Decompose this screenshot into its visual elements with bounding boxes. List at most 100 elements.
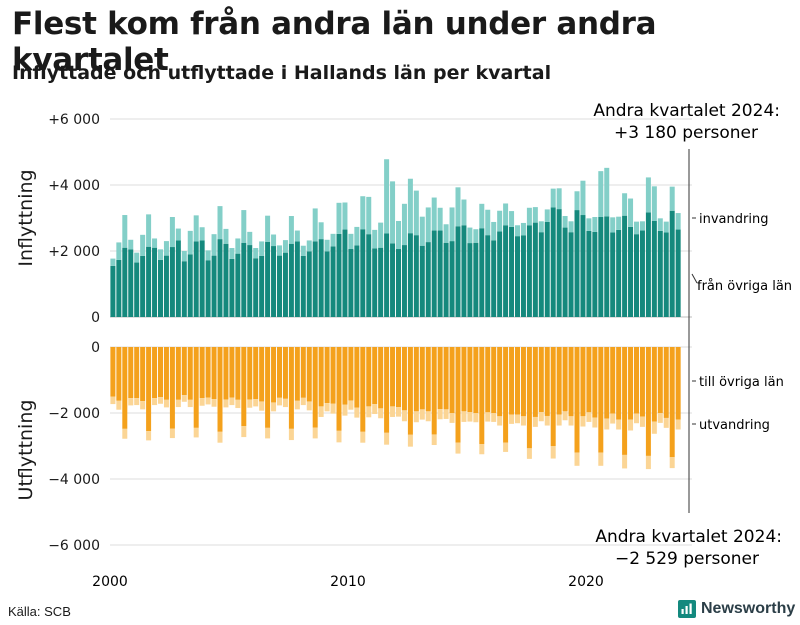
bar-out-abroad (485, 412, 491, 422)
bar-out-regional (419, 347, 425, 410)
bar-out-abroad (181, 395, 187, 402)
annotation-bottom-line1: Andra kvartalet 2024: (595, 527, 782, 547)
bar-out-regional (247, 347, 253, 400)
legend-fran-ovriga-lan: från övriga län (697, 279, 792, 294)
bar-out-regional (318, 347, 324, 407)
bar-in-abroad (205, 250, 211, 261)
bar-out-abroad (140, 401, 146, 410)
bar-in-regional (562, 227, 568, 317)
legend-invandring: invandring (699, 212, 768, 227)
brand-logo[interactable]: Newsworthy (678, 600, 795, 618)
bar-in-abroad (604, 167, 610, 217)
bar-out-regional (288, 347, 294, 429)
bar-in-regional (515, 236, 520, 317)
bar-out-regional (122, 347, 128, 429)
bar-in-regional (342, 229, 348, 317)
bar-out-abroad (330, 403, 336, 414)
bar-in-regional (223, 243, 229, 317)
bar-out-abroad (544, 415, 550, 426)
bar-out-regional (300, 347, 306, 398)
bar-out-regional (586, 347, 592, 413)
bar-out-abroad (223, 399, 229, 408)
bar-in-abroad (663, 221, 669, 233)
bar-out-abroad (556, 414, 562, 426)
bar-in-abroad (253, 248, 259, 259)
outflow-bars (110, 347, 681, 470)
bar-out-abroad (407, 434, 413, 447)
bar-in-abroad (497, 210, 503, 232)
bar-in-regional (140, 255, 146, 317)
bar-in-abroad (318, 222, 324, 240)
bar-out-regional (312, 347, 318, 428)
bar-in-abroad (413, 190, 419, 236)
bar-out-regional (158, 347, 163, 398)
bar-in-abroad (378, 222, 384, 248)
bar-in-abroad (169, 217, 175, 248)
bar-out-abroad (342, 404, 348, 416)
bar-in-regional (675, 229, 681, 317)
bar-out-abroad (657, 413, 663, 423)
bar-out-regional (199, 347, 205, 399)
bar-out-abroad (610, 413, 616, 424)
bar-in-regional (169, 247, 175, 317)
bar-in-regional (211, 255, 217, 317)
bar-in-regional (425, 242, 431, 317)
y-tick-top: +4 000 (48, 178, 100, 194)
bar-in-regional (443, 242, 449, 317)
bar-in-regional (336, 233, 342, 317)
bar-in-abroad (110, 258, 116, 266)
bar-in-abroad (538, 221, 544, 233)
bar-in-regional (354, 245, 360, 317)
bar-out-regional (669, 347, 675, 458)
bar-in-regional (181, 261, 187, 317)
bar-out-regional (628, 347, 634, 420)
bar-out-abroad (360, 431, 366, 443)
bar-in-regional (384, 233, 390, 317)
bar-in-abroad (425, 207, 431, 243)
bar-in-abroad (217, 206, 223, 240)
bar-in-regional (128, 249, 134, 317)
bar-in-regional (574, 210, 580, 317)
legend-tick-ovriga-lan (691, 273, 698, 284)
bar-out-abroad (282, 398, 288, 408)
bar-in-regional (152, 247, 158, 317)
bar-out-abroad (473, 413, 479, 423)
bar-in-abroad (461, 199, 467, 226)
bar-out-abroad (158, 397, 163, 404)
bar-out-abroad (390, 406, 396, 417)
bar-in-abroad (390, 181, 396, 244)
bar-out-regional (455, 347, 461, 443)
bar-in-abroad (235, 238, 241, 254)
bar-out-regional (235, 347, 241, 400)
bar-out-regional (253, 347, 259, 400)
bar-in-abroad (146, 214, 152, 247)
bar-in-regional (657, 230, 663, 317)
bar-out-regional (241, 347, 247, 427)
bar-out-regional (473, 347, 479, 413)
bar-in-regional (419, 245, 425, 317)
bar-in-abroad (645, 177, 651, 213)
bar-in-abroad (134, 252, 140, 263)
bar-out-abroad (217, 431, 223, 443)
bar-out-abroad (288, 428, 294, 441)
bar-out-regional (485, 347, 491, 413)
bar-out-abroad (509, 414, 515, 424)
bar-in-regional (610, 232, 616, 317)
bar-in-abroad (271, 234, 277, 247)
bar-out-regional (330, 347, 336, 404)
bar-out-regional (556, 347, 562, 415)
bar-out-regional (271, 347, 277, 403)
bar-out-abroad (122, 428, 128, 439)
bar-out-regional (378, 347, 384, 409)
bar-out-regional (187, 347, 193, 400)
bar-out-abroad (193, 427, 199, 438)
bar-out-abroad (580, 416, 586, 427)
bar-in-abroad (306, 240, 312, 252)
bar-out-regional (639, 347, 645, 417)
bar-out-regional (152, 347, 158, 399)
bar-in-regional (669, 210, 675, 317)
bar-out-abroad (562, 411, 568, 421)
bar-out-abroad (634, 413, 639, 424)
bar-in-regional (247, 245, 253, 317)
bar-in-abroad (634, 221, 639, 235)
